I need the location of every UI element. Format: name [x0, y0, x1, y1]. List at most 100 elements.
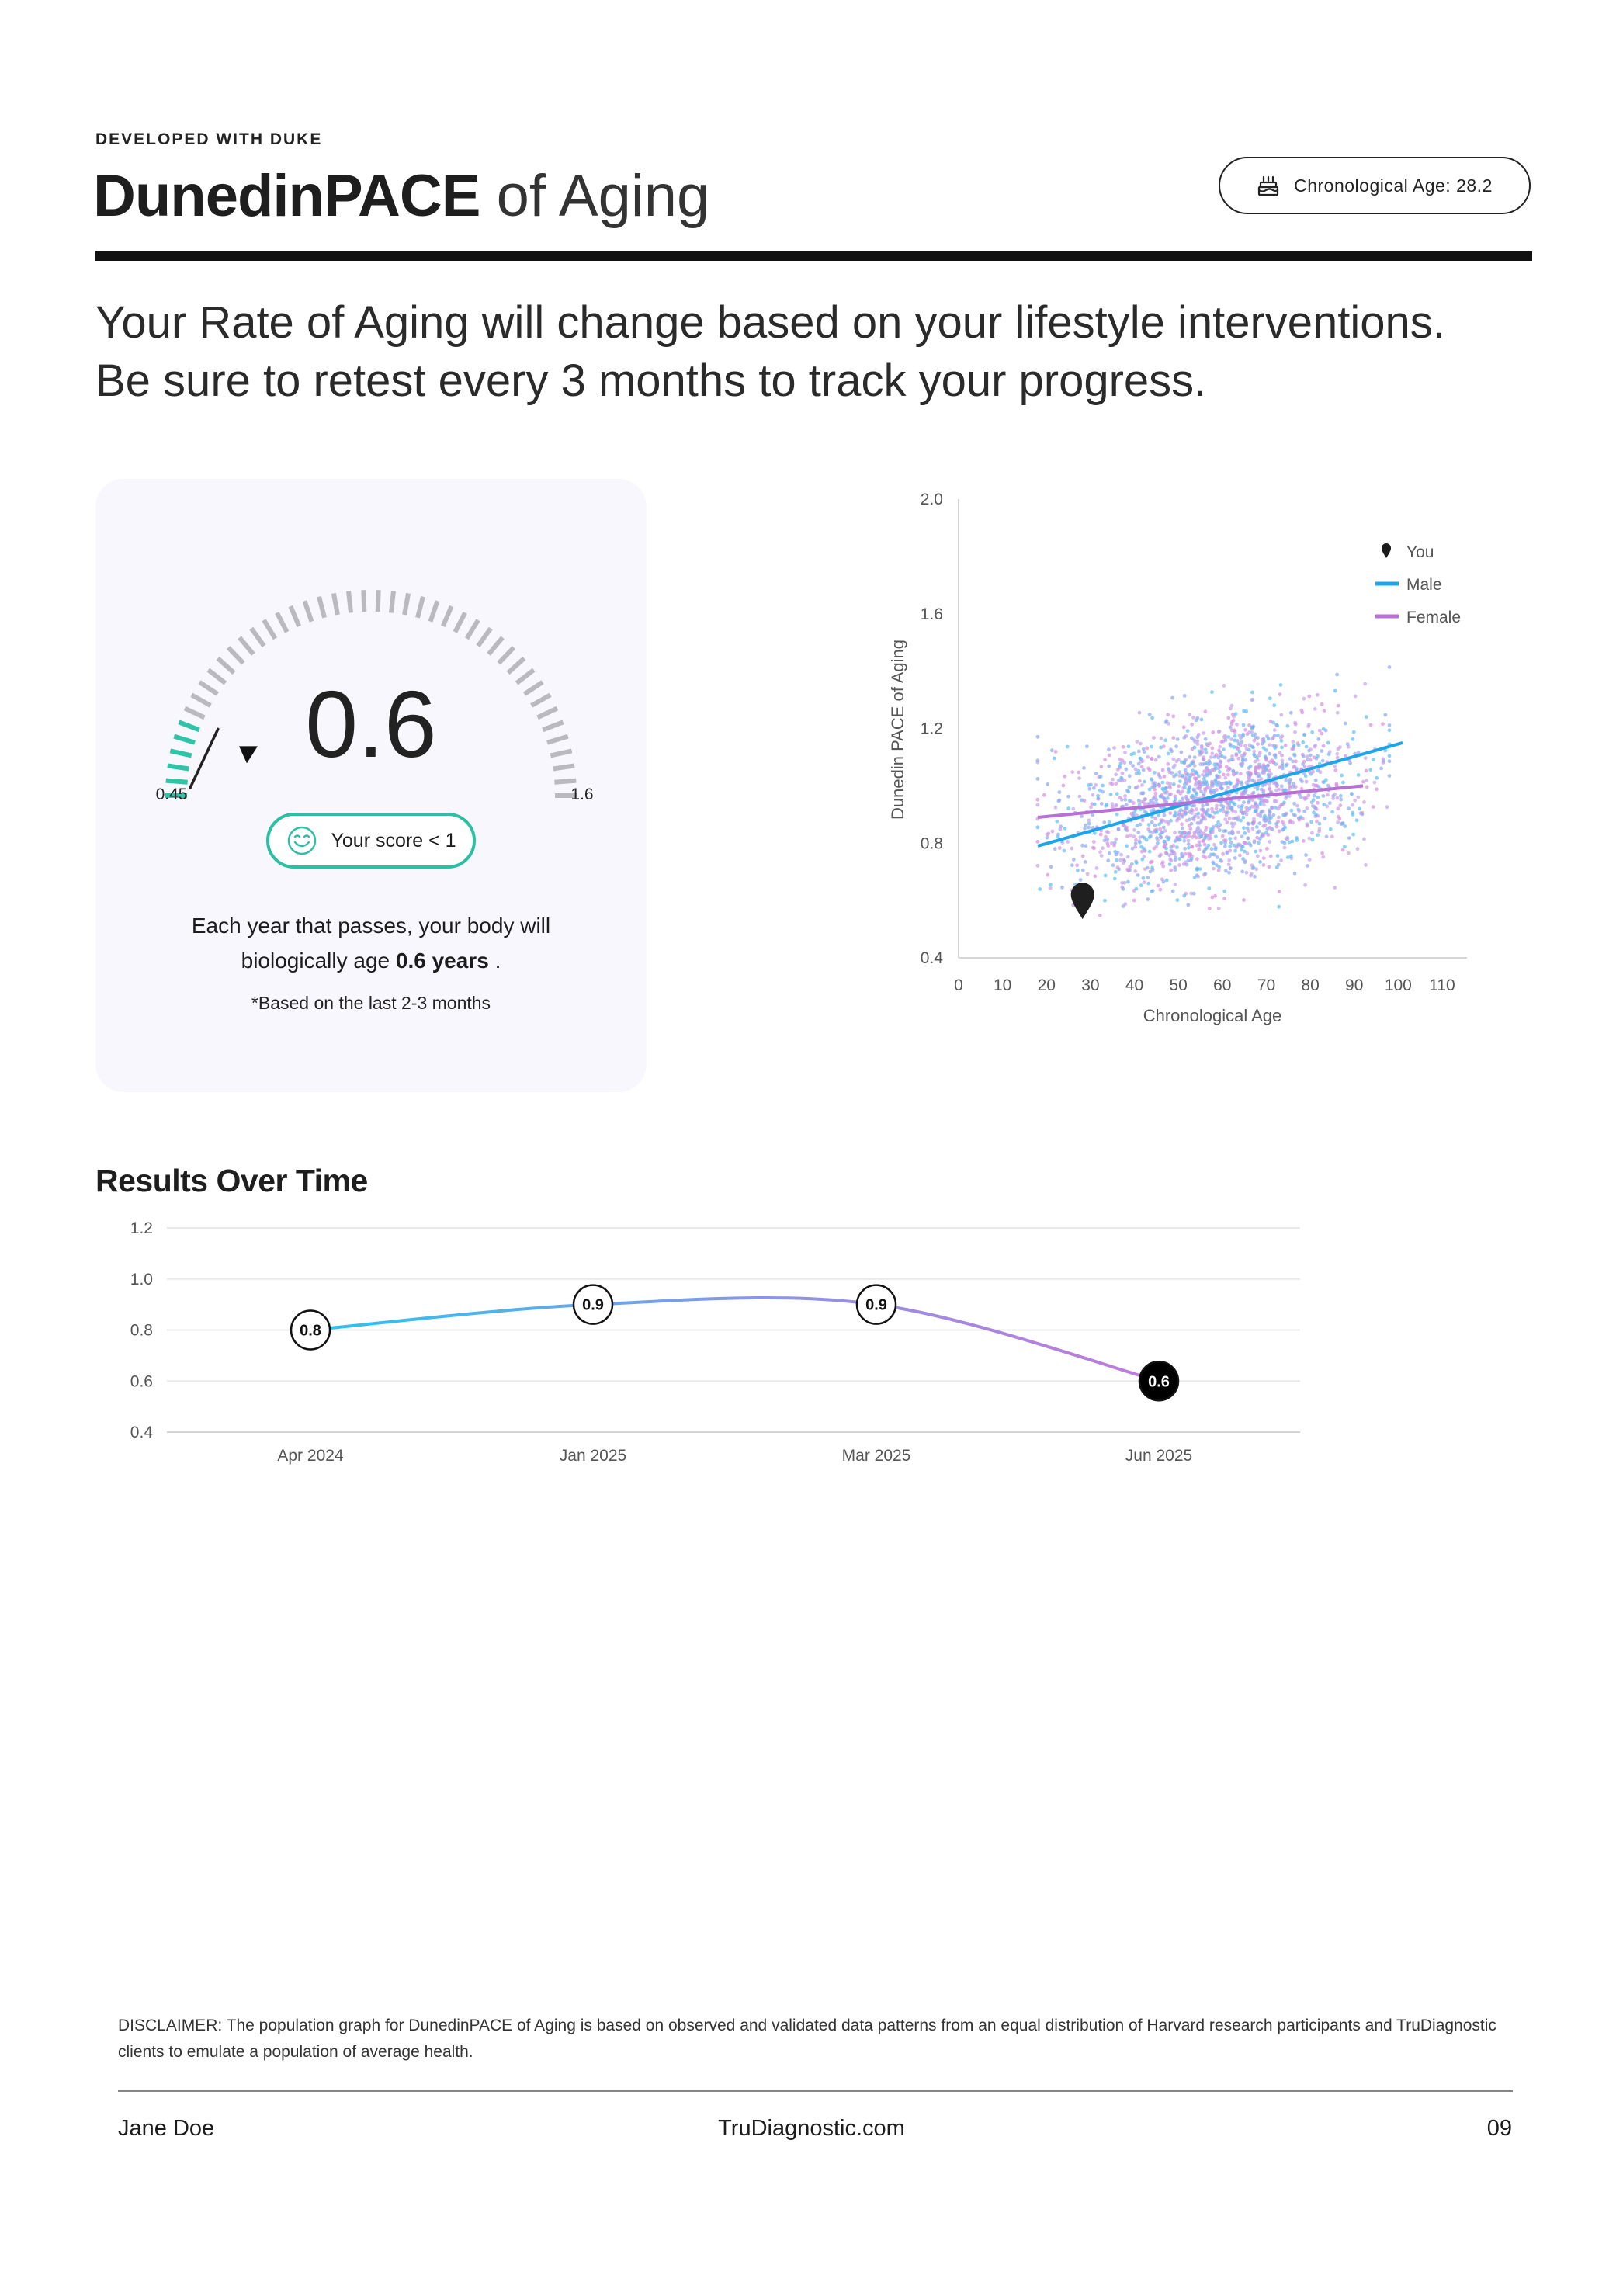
population-point — [1106, 858, 1111, 863]
population-point — [1244, 806, 1249, 810]
population-point — [1164, 846, 1168, 851]
population-point — [1120, 771, 1125, 775]
population-point — [1053, 805, 1058, 810]
population-point — [1322, 803, 1326, 806]
population-point — [1184, 758, 1188, 761]
population-point — [1285, 794, 1289, 799]
population-point — [1205, 772, 1209, 776]
population-point — [1228, 845, 1233, 848]
population-point — [1225, 851, 1229, 855]
population-point — [1140, 791, 1145, 796]
population-point — [1195, 866, 1199, 871]
population-point — [1223, 734, 1227, 738]
population-point — [1195, 735, 1200, 740]
smile-icon — [287, 826, 316, 855]
population-point — [1320, 702, 1324, 706]
population-point — [1183, 782, 1187, 786]
population-point — [1181, 796, 1185, 801]
population-point — [1090, 802, 1094, 806]
population-point — [1252, 738, 1257, 743]
population-point — [1291, 759, 1295, 764]
population-point — [1199, 744, 1204, 748]
population-point — [1170, 889, 1175, 893]
population-point — [1233, 712, 1238, 716]
population-point — [1065, 744, 1070, 749]
gauge-tick — [361, 590, 367, 612]
population-point — [1154, 829, 1159, 834]
population-point — [1240, 782, 1244, 786]
page-title: DunedinPACE of Aging — [93, 161, 709, 231]
population-point — [1277, 904, 1281, 909]
gauge-tick — [530, 692, 552, 708]
population-point — [1269, 827, 1274, 831]
population-point — [1137, 710, 1142, 715]
population-point — [1066, 840, 1070, 844]
population-point — [1153, 771, 1157, 775]
population-point — [1287, 840, 1292, 845]
gauge-tick — [536, 706, 559, 720]
population-point — [1189, 821, 1194, 826]
population-point — [1042, 793, 1046, 797]
population-point — [1220, 834, 1225, 838]
population-point — [1219, 841, 1223, 845]
population-point — [1143, 848, 1147, 853]
population-point — [1246, 836, 1250, 841]
population-point — [1093, 831, 1097, 835]
population-point — [1084, 844, 1088, 848]
gauge-tick — [288, 605, 302, 628]
population-point — [1038, 887, 1042, 891]
population-point — [1232, 784, 1236, 789]
population-point — [1203, 817, 1207, 821]
population-point — [1195, 843, 1199, 848]
population-point — [1320, 851, 1324, 855]
population-point — [1247, 829, 1251, 833]
gauge-tick — [506, 656, 526, 675]
population-point — [1133, 845, 1138, 849]
population-point — [1293, 730, 1297, 734]
pace-trend-line — [310, 1295, 1160, 1383]
gauge-tick — [198, 680, 219, 696]
population-point — [1173, 794, 1177, 799]
population-point — [1153, 781, 1157, 785]
population-point — [1229, 737, 1234, 741]
population-point — [1347, 806, 1351, 811]
population-point — [1177, 813, 1181, 817]
population-point — [1229, 758, 1233, 762]
population-point — [1222, 889, 1227, 893]
population-point — [1236, 742, 1241, 746]
population-point — [1233, 836, 1238, 841]
population-point — [1223, 838, 1228, 842]
population-point — [1127, 785, 1132, 789]
gauge-tick — [190, 692, 212, 708]
population-point — [1261, 765, 1265, 770]
population-point — [1229, 722, 1234, 727]
population-point — [1158, 827, 1163, 831]
legend-pin-icon — [1382, 543, 1391, 558]
population-point — [1358, 806, 1362, 811]
population-point — [1087, 786, 1092, 791]
population-point — [1161, 864, 1166, 869]
population-point — [1169, 868, 1173, 872]
population-point — [1107, 747, 1111, 752]
scatter-legend: You Male Female — [1375, 543, 1461, 626]
population-point — [1254, 808, 1258, 813]
population-point — [1235, 782, 1240, 786]
population-point — [1158, 887, 1163, 892]
population-point — [1135, 824, 1139, 828]
population-point — [1189, 891, 1194, 896]
gauge-tick — [183, 706, 206, 720]
population-point — [1153, 817, 1157, 820]
population-point — [1182, 835, 1186, 839]
population-point — [1196, 811, 1201, 816]
population-point — [1236, 779, 1240, 783]
population-point — [1139, 741, 1143, 746]
population-point — [1234, 753, 1239, 758]
population-point — [1255, 854, 1260, 858]
gauge-tick — [302, 600, 314, 623]
population-point — [1282, 845, 1287, 850]
population-point — [1141, 768, 1146, 772]
population-point — [1305, 824, 1309, 828]
population-point — [1379, 766, 1383, 771]
population-point — [1284, 763, 1288, 768]
population-point — [1098, 832, 1103, 837]
